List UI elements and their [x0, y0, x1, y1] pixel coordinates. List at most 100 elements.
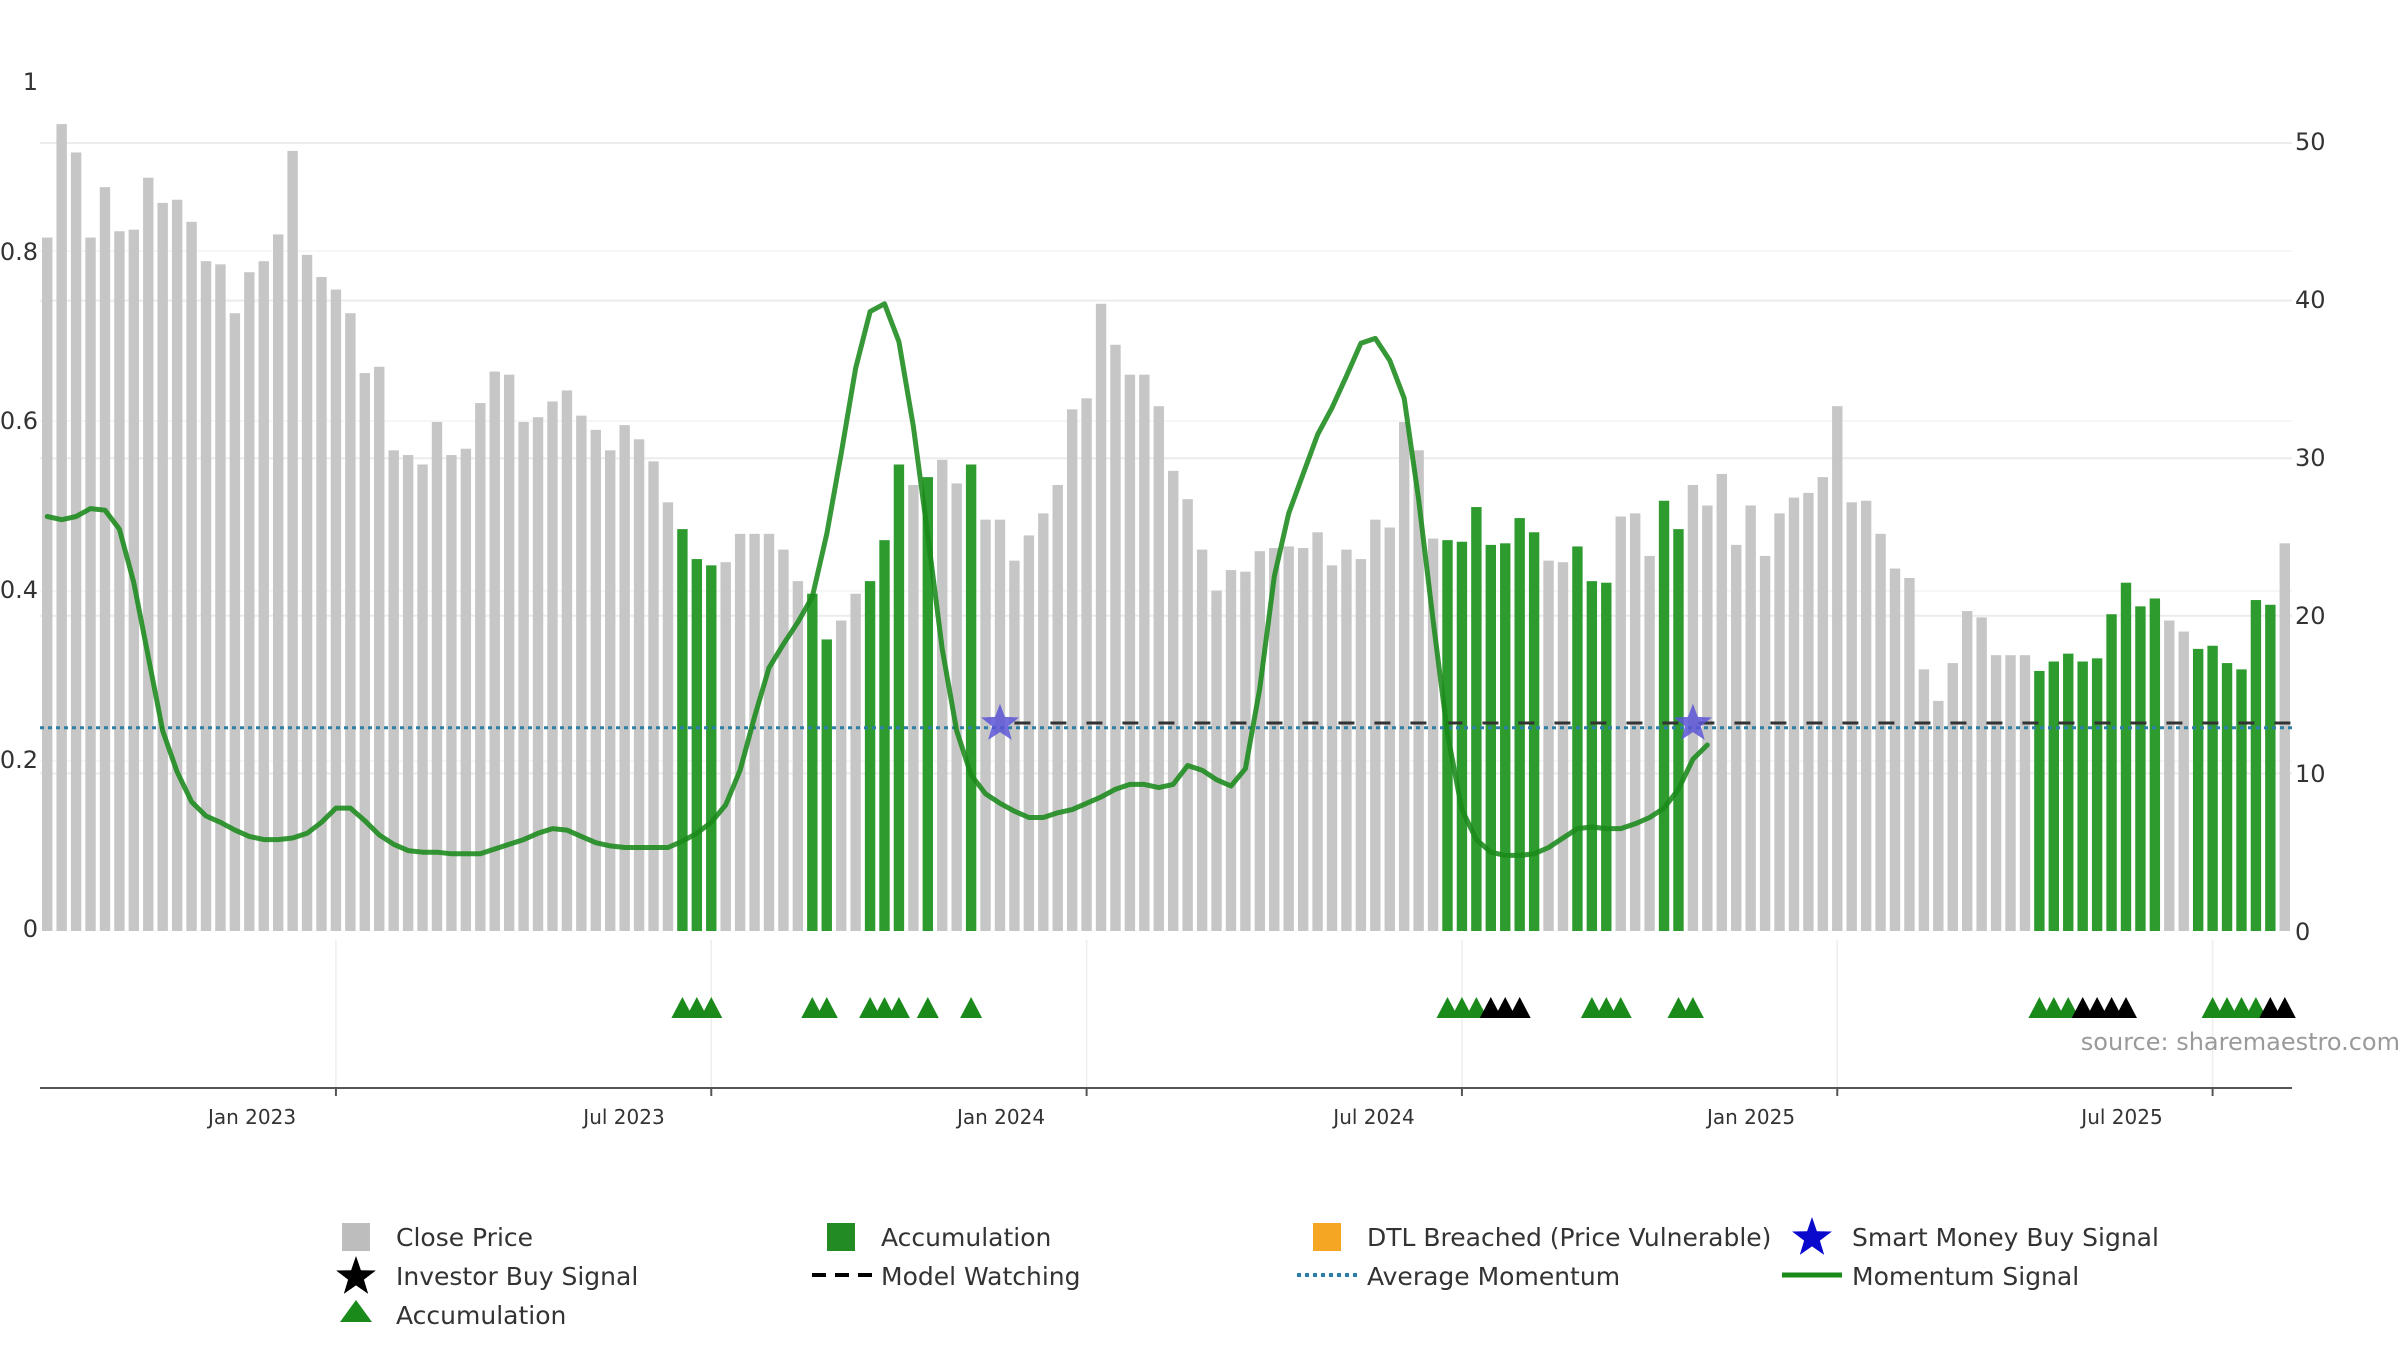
close-price-bar	[85, 237, 96, 931]
close-price-bar	[301, 254, 313, 931]
investor-buy-triangle-marker	[2115, 997, 2137, 1018]
legend-label: Smart Money Buy Signal	[1852, 1223, 2159, 1252]
accumulation-bar	[691, 559, 703, 931]
close-price-bar	[143, 177, 154, 931]
accumulation-triangle-marker	[2244, 997, 2267, 1018]
close-price-bar	[720, 562, 731, 931]
accumulation-triangle-marker	[685, 997, 708, 1018]
close-price-bar	[1644, 555, 1655, 931]
close-price-bar	[1716, 473, 1727, 931]
close-price-bar	[402, 455, 414, 931]
accumulation-bar	[1658, 500, 1670, 931]
close-price-bar	[171, 199, 183, 932]
legend-item-accumulation-bar: Accumulation	[827, 1223, 1051, 1252]
close-price-bar	[1196, 549, 1208, 931]
accumulation-bar	[864, 581, 876, 931]
close-price-bar	[56, 124, 67, 931]
close-price-bar	[1918, 669, 1930, 931]
accumulation-triangle-marker	[859, 997, 882, 1018]
close-price-bar	[734, 533, 746, 931]
legend-item-momentum-signal: Momentum Signal	[1782, 1262, 2079, 1291]
y-right-tick-label: 30	[2295, 444, 2326, 472]
close-price-bar	[42, 237, 53, 931]
close-price-bar	[70, 152, 82, 931]
investor-buy-triangle-marker	[2100, 997, 2123, 1018]
bars-layer	[42, 124, 2290, 932]
close-price-bar	[633, 439, 645, 931]
y-right-tick-label: 50	[2295, 128, 2326, 156]
close-price-bar	[1817, 477, 1829, 931]
close-price-bar	[1370, 519, 1381, 931]
legend-item-average-momentum: Average Momentum	[1297, 1262, 1620, 1291]
legend-label: Model Watching	[881, 1262, 1081, 1291]
close-price-bar	[1759, 555, 1771, 931]
close-price-bar	[518, 421, 529, 931]
close-price-bar	[431, 421, 443, 931]
close-price-bar	[1225, 570, 1237, 931]
close-price-bar	[272, 234, 284, 931]
accumulation-triangle-marker	[1681, 997, 1704, 1018]
y-left-tick-label: 0.8	[0, 238, 38, 266]
close-price-bar	[850, 593, 861, 931]
investor-buy-star-icon	[336, 1256, 376, 1294]
accumulation-bar	[2221, 663, 2233, 931]
smart-money-buy-star	[1673, 703, 1712, 740]
close-price-bar	[1095, 303, 1107, 931]
accumulation-bar	[1514, 518, 1525, 931]
close-price-bar	[460, 448, 472, 931]
close-price-bar	[287, 150, 298, 931]
legend-label: Investor Buy Signal	[396, 1262, 638, 1291]
close-price-bar	[605, 450, 616, 931]
close-price-bar	[1038, 513, 1049, 931]
close-price-bar	[980, 519, 991, 931]
smart-money-buy-star	[981, 703, 1019, 740]
legend-item-accumulation-marker: Accumulation	[340, 1300, 566, 1330]
close-price-bar	[763, 533, 775, 931]
accumulation-bar	[2250, 600, 2262, 931]
accumulation-triangle-icon	[340, 1300, 372, 1322]
accumulation-bar	[2192, 648, 2204, 931]
close-price-bar	[547, 401, 558, 931]
accumulation-triangle-marker	[700, 997, 723, 1018]
y-left-tick-label: 0	[23, 915, 38, 943]
accumulation-triangle-marker	[815, 997, 838, 1018]
close-price-bar	[200, 261, 212, 931]
legend-label: Accumulation	[881, 1223, 1051, 1252]
accumulation-bar	[2034, 670, 2045, 931]
close-price-bar	[2178, 631, 2189, 931]
accumulation-triangle-marker	[2028, 997, 2051, 1018]
accumulation-bar	[965, 464, 977, 931]
close-price-bar	[1139, 374, 1150, 931]
close-price-bar	[1124, 374, 1136, 931]
legend-item-smart-money: Smart Money Buy Signal	[1792, 1217, 2159, 1255]
accumulation-bar	[893, 464, 905, 931]
close-price-bar	[330, 289, 342, 931]
source-label: source: sharemaestro.com	[2081, 1028, 2400, 1056]
investor-buy-triangle-marker	[2086, 997, 2109, 1018]
close-price-bar	[157, 202, 168, 931]
close-price-bar	[1543, 560, 1554, 931]
accumulation-bar	[2048, 661, 2060, 931]
accumulation-square-icon	[827, 1223, 855, 1251]
close-price-bar	[2005, 655, 2016, 931]
close-price-bar	[1846, 502, 1857, 931]
accumulation-triangle-marker	[1436, 997, 1459, 1018]
markers-layer	[671, 703, 2296, 1018]
accumulation-bar	[2207, 645, 2218, 931]
accumulation-bar	[807, 593, 818, 931]
legend-label: Momentum Signal	[1852, 1262, 2079, 1291]
close-price-bar	[1961, 611, 1973, 931]
y-right-tick-label: 10	[2295, 760, 2326, 788]
close-price-bar	[1023, 535, 1035, 931]
accumulation-bar	[1572, 546, 1583, 931]
accumulation-triangle-marker	[2057, 997, 2080, 1018]
close-price-bar	[244, 272, 255, 931]
close-price-bar	[215, 264, 226, 931]
accumulation-bar	[2063, 653, 2074, 931]
close-price-bar	[1398, 421, 1410, 931]
close-price-bar	[576, 415, 587, 931]
x-tick-label: Jul 2023	[581, 1105, 664, 1129]
close-price-bar	[1427, 538, 1439, 931]
investor-buy-triangle-marker	[1479, 997, 1502, 1018]
